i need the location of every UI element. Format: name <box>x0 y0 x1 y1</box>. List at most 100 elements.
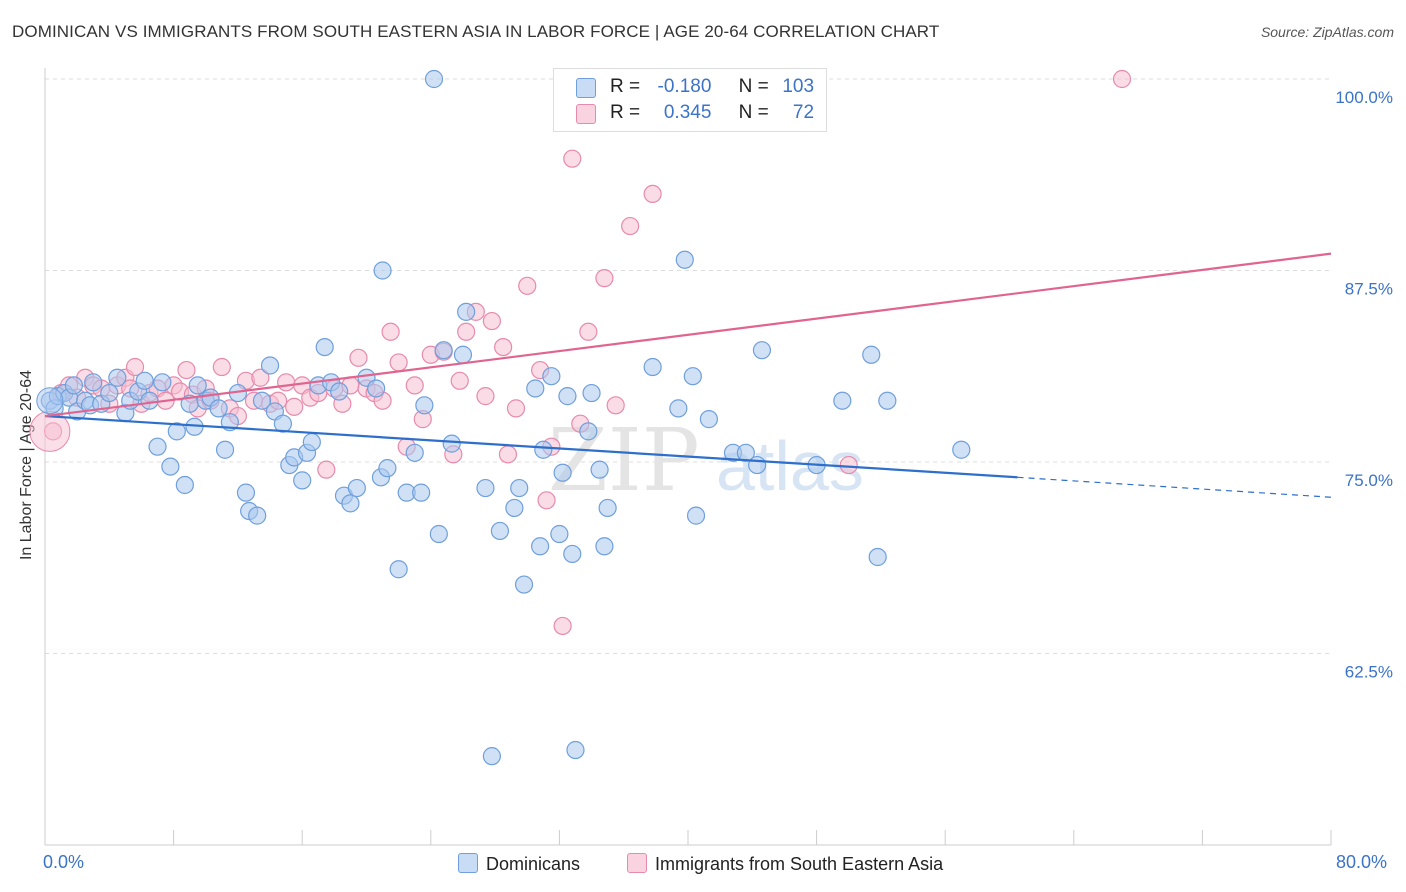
dominicans-point <box>643 357 662 377</box>
dominicans-point <box>868 547 887 567</box>
dominicans-point <box>167 422 186 441</box>
dominicans-point <box>675 250 694 269</box>
legend-r-value: 0.345 <box>663 102 712 123</box>
immigrants-point <box>405 376 424 395</box>
trend-lines <box>44 252 1332 498</box>
dominicans-point <box>434 341 453 360</box>
immigrants-point <box>494 338 513 357</box>
dominicans-point <box>330 382 349 401</box>
immigrants-point <box>125 357 145 377</box>
dominicans-point <box>442 434 461 453</box>
dominicans-point <box>590 460 609 479</box>
immigrants-trend-line <box>44 252 1332 418</box>
dominicans-point <box>135 371 154 390</box>
dominicans-point <box>315 338 334 357</box>
dominicans-trend-line <box>44 414 1018 479</box>
dominicans-point <box>510 478 529 498</box>
dominicans-point <box>429 524 448 544</box>
bottom-legend-swatch-pink <box>627 853 647 873</box>
dominicans-point <box>683 367 702 386</box>
dominicans-point <box>534 440 553 459</box>
watermark-zip: ZIP <box>548 411 700 511</box>
dominicans-point <box>260 356 280 375</box>
dominicans-point <box>188 376 207 395</box>
series-dominicans-points <box>36 69 971 766</box>
immigrants-point <box>563 149 582 168</box>
dominicans-point <box>482 747 501 766</box>
bottom-legend-dominicans: Dominicans <box>458 853 580 875</box>
immigrants-point <box>643 184 662 203</box>
bottom-legend-swatch-blue <box>458 853 478 873</box>
y-tick-labels: 62.5% 75.0% 87.5% 100.0% <box>1335 88 1393 682</box>
dominicans-point <box>378 459 397 478</box>
dominicans-point <box>273 414 293 433</box>
dominicans-point <box>236 483 256 502</box>
dominicans-point <box>505 498 524 518</box>
dominicans-point <box>595 537 614 556</box>
dominicans-point <box>153 373 172 392</box>
dominicans-point <box>341 494 360 513</box>
y-tick-label: 62.5% <box>1345 663 1393 682</box>
dominicans-point <box>669 399 688 418</box>
x-tick-min: 0.0% <box>43 852 85 872</box>
immigrants-point <box>381 322 400 341</box>
immigrants-point <box>476 387 495 406</box>
immigrants-point <box>177 360 196 380</box>
bottom-legend-label: Dominicans <box>486 854 581 874</box>
legend-r-label: R = <box>610 102 641 123</box>
immigrants-point <box>212 357 231 377</box>
dominicans-point <box>424 69 444 89</box>
dominicans-point <box>100 383 119 403</box>
dominicans-point <box>736 443 755 462</box>
legend-text-immigrants: R = 0.345 N = 72 <box>610 102 814 124</box>
dominicans-point <box>558 387 577 406</box>
dominicans-point <box>686 506 706 525</box>
dominicans-point <box>373 261 392 280</box>
immigrants-point <box>457 322 476 341</box>
x-tick-max: 80.0% <box>1336 852 1388 872</box>
dominicans-point <box>293 471 312 490</box>
dominicans-point <box>476 478 495 498</box>
dominicans-point <box>457 302 476 321</box>
dominicans-point-large <box>36 387 64 415</box>
immigrants-point <box>498 445 518 464</box>
immigrants-point <box>285 397 304 416</box>
dominicans-point <box>952 440 971 459</box>
immigrants-point <box>839 455 858 475</box>
dominicans-point <box>209 399 228 418</box>
legend-n-label: N = <box>738 102 769 123</box>
dominicans-point <box>389 560 408 579</box>
immigrants-point <box>317 460 336 479</box>
dominicans-point <box>347 478 366 498</box>
legend-r-value: -0.180 <box>657 76 712 97</box>
dominicans-point <box>148 437 167 456</box>
dominicans-point <box>550 524 569 544</box>
dominicans-point <box>490 521 510 541</box>
dominicans-point <box>748 455 767 475</box>
legend-swatch-blue <box>576 78 596 98</box>
dominicans-point <box>699 410 718 429</box>
dominicans-point <box>302 432 321 452</box>
immigrants-point <box>621 216 640 236</box>
immigrants-point <box>389 353 408 372</box>
dominicans-point <box>108 368 127 387</box>
immigrants-point <box>349 348 368 367</box>
dominicans-point <box>566 740 585 760</box>
immigrants-point <box>277 373 296 392</box>
y-tick-label: 100.0% <box>1335 88 1393 107</box>
dominicans-point <box>248 506 267 525</box>
dominicans-point <box>752 341 772 360</box>
immigrants-point <box>482 311 501 331</box>
dominicans-point <box>415 396 434 415</box>
gridlines <box>45 78 1331 654</box>
legend-n-value: 103 <box>782 76 815 97</box>
bottom-legend-immigrants: Immigrants from South Eastern Asia <box>627 853 943 875</box>
dominicans-point <box>862 345 881 364</box>
immigrants-point <box>579 322 598 341</box>
y-tick-label: 75.0% <box>1345 471 1393 490</box>
dominicans-point <box>542 367 561 386</box>
dominicans-point <box>598 498 617 518</box>
dominicans-point <box>215 440 235 459</box>
dominicans-point <box>161 457 180 476</box>
